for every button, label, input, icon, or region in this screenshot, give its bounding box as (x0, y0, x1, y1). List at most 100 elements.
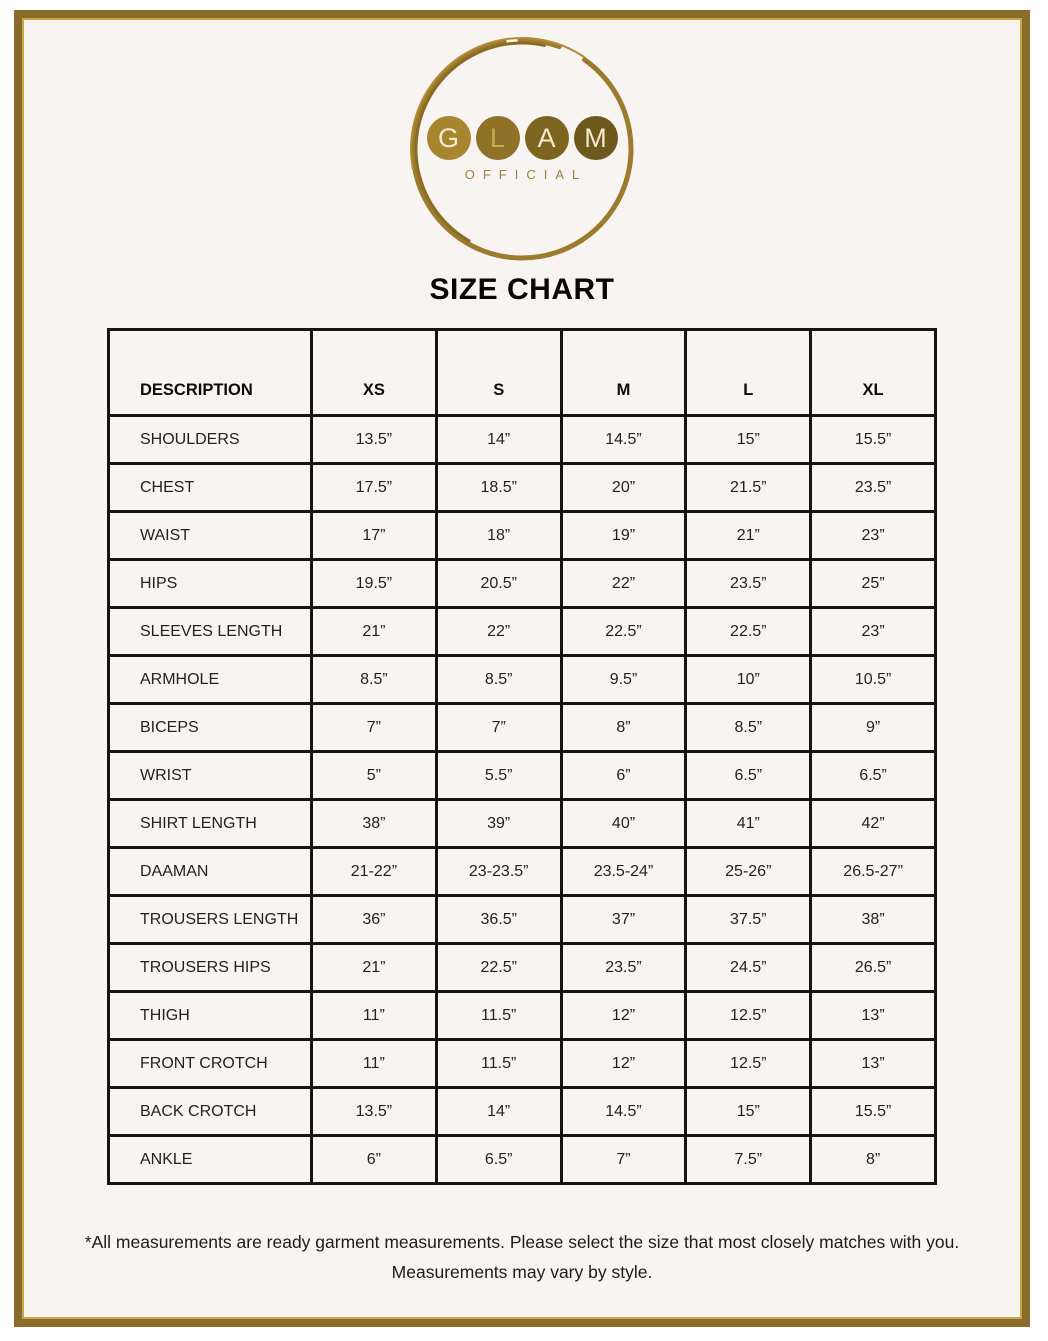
size-value: 23.5-24” (559, 846, 688, 897)
size-value: 13” (809, 990, 937, 1041)
row-label: SHOULDERS (107, 414, 313, 465)
row-label: BACK CROTCH (107, 1086, 313, 1137)
footnote: *All measurements are ready garment meas… (22, 1227, 1022, 1287)
size-value: 14” (434, 414, 563, 465)
size-value: 22.5” (559, 606, 688, 657)
row-label: ANKLE (107, 1134, 313, 1185)
size-value: 18.5” (434, 462, 563, 513)
size-value: 10.5” (809, 654, 937, 705)
row-label: FRONT CROTCH (107, 1038, 313, 1089)
row-label: CHEST (107, 462, 313, 513)
column-header-xs: XS (310, 328, 438, 417)
size-value: 8.5” (434, 654, 563, 705)
size-value: 5.5” (434, 750, 563, 801)
size-value: 8.5” (684, 702, 813, 753)
logo-subtitle: OFFICIAL (464, 167, 588, 182)
table-row: ARMHOLE 8.5” 8.5” 9.5” 10” 10.5” (107, 654, 937, 705)
size-value: 14.5” (559, 1086, 688, 1137)
size-value: 26.5-27” (809, 846, 937, 897)
size-value: 19” (559, 510, 688, 561)
logo-letter-l: L (475, 116, 520, 160)
size-value: 11” (310, 1038, 438, 1089)
size-value: 21-22” (310, 846, 438, 897)
row-label: WRIST (107, 750, 313, 801)
row-label: SLEEVES LENGTH (107, 606, 313, 657)
size-value: 12” (559, 990, 688, 1041)
size-value: 6” (559, 750, 688, 801)
size-value: 22” (559, 558, 688, 609)
size-value: 19.5” (310, 558, 438, 609)
size-value: 5” (310, 750, 438, 801)
table-body: SHOULDERS 13.5” 14” 14.5” 15” 15.5” CHEST 17.5”… (107, 414, 937, 1185)
table-row: WAIST 17” 18” 19” 21” 23” (107, 510, 937, 561)
size-value: 21” (310, 606, 438, 657)
size-value: 26.5” (809, 942, 937, 993)
table-row: WRIST 5” 5.5” 6” 6.5” 6.5” (107, 750, 937, 801)
size-value: 6” (310, 1134, 438, 1185)
size-value: 10” (684, 654, 813, 705)
size-value: 11.5” (434, 990, 563, 1041)
size-value: 12” (559, 1038, 688, 1089)
logo-letter-a: A (524, 116, 569, 160)
row-label: BICEPS (107, 702, 313, 753)
size-value: 9” (809, 702, 937, 753)
logo-letter-g: G (426, 116, 471, 160)
logo-letter-m: M (573, 116, 618, 160)
size-value: 23.5” (809, 462, 937, 513)
size-value: 13.5” (310, 1086, 438, 1137)
row-label: SHIRT LENGTH (107, 798, 313, 849)
table-row: TROUSERS LENGTH 36” 36.5” 37” 37.5” 38” (107, 894, 937, 945)
table-header-row: DESCRIPTION XS S M L XL (107, 328, 937, 417)
size-value: 41” (684, 798, 813, 849)
table-row: FRONT CROTCH 11” 11.5” 12” 12.5” 13” (107, 1038, 937, 1089)
size-value: 7.5” (684, 1134, 813, 1185)
size-value: 23-23.5” (434, 846, 563, 897)
size-value: 40” (559, 798, 688, 849)
size-value: 7” (559, 1134, 688, 1185)
size-value: 23” (809, 606, 937, 657)
size-value: 15.5” (809, 1086, 937, 1137)
size-value: 6.5” (809, 750, 937, 801)
size-value: 23.5” (559, 942, 688, 993)
row-label: ARMHOLE (107, 654, 313, 705)
size-value: 6.5” (434, 1134, 563, 1185)
size-value: 22” (434, 606, 563, 657)
size-value: 7” (434, 702, 563, 753)
table-row: THIGH 11” 11.5” 12” 12.5” 13” (107, 990, 937, 1041)
size-value: 13.5” (310, 414, 438, 465)
size-value: 24.5” (684, 942, 813, 993)
table-row: ANKLE 6” 6.5” 7” 7.5” 8” (107, 1134, 937, 1185)
row-label: TROUSERS HIPS (107, 942, 313, 993)
size-value: 8.5” (310, 654, 438, 705)
logo-ring-icon (410, 37, 634, 261)
size-value: 18” (434, 510, 563, 561)
size-value: 38” (809, 894, 937, 945)
size-value: 17” (310, 510, 438, 561)
table-row: SHOULDERS 13.5” 14” 14.5” 15” 15.5” (107, 414, 937, 465)
size-value: 21” (310, 942, 438, 993)
size-value: 14.5” (559, 414, 688, 465)
size-value: 17.5” (310, 462, 438, 513)
size-value: 11” (310, 990, 438, 1041)
size-value: 23.5” (684, 558, 813, 609)
footnote-line-2: Measurements may vary by style. (391, 1262, 653, 1283)
table-row: TROUSERS HIPS 21” 22.5” 23.5” 24.5” 26.5” (107, 942, 937, 993)
table-row: CHEST 17.5” 18.5” 20” 21.5” 23.5” (107, 462, 937, 513)
size-value: 25” (809, 558, 937, 609)
size-value: 21.5” (684, 462, 813, 513)
table-row: DAAMAN 21-22” 23-23.5” 23.5-24” 25-26” 26.5-2… (107, 846, 937, 897)
row-label: DAAMAN (107, 846, 313, 897)
size-value: 11.5” (434, 1038, 563, 1089)
table-row: SHIRT LENGTH 38” 39” 40” 41” 42” (107, 798, 937, 849)
table-row: SLEEVES LENGTH 21” 22” 22.5” 22.5” 23” (107, 606, 937, 657)
size-value: 20.5” (434, 558, 563, 609)
size-value: 13” (809, 1038, 937, 1089)
size-value: 7” (310, 702, 438, 753)
size-value: 22.5” (684, 606, 813, 657)
size-chart-table: DESCRIPTION XS S M L XL SHOULDERS 13.5” 14” 14.5… (107, 328, 937, 1185)
size-value: 36.5” (434, 894, 563, 945)
size-value: 15” (684, 414, 813, 465)
